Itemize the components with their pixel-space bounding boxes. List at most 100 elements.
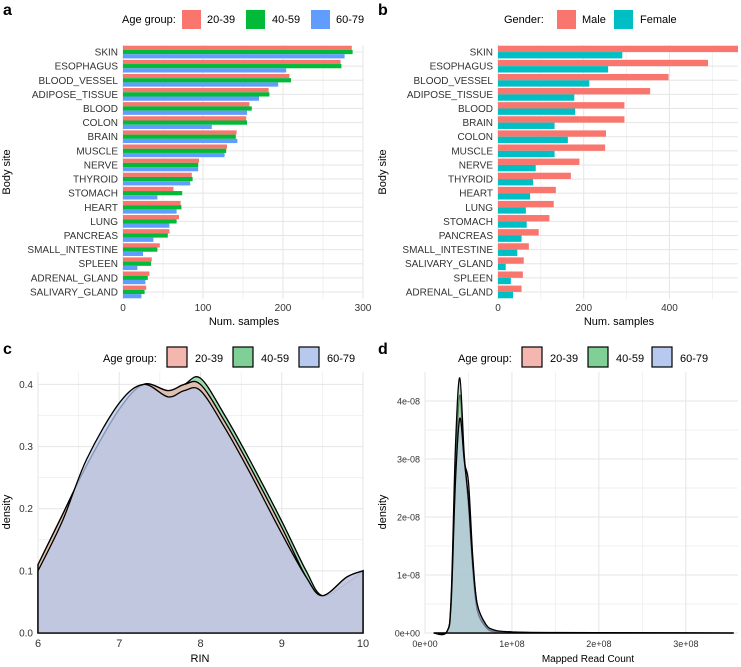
y-tick-label: ADRENAL_GLAND (31, 273, 118, 284)
y-tick-label: HEART (459, 189, 493, 200)
ylabel-a: Body site (1, 149, 13, 194)
bar (498, 257, 524, 264)
bar (123, 215, 179, 220)
legend-label: 60-79 (680, 353, 708, 365)
bar (123, 294, 142, 299)
y-tick-label: 2e-08 (397, 513, 420, 523)
bar (123, 78, 291, 83)
y-tick-label: 1e-08 (397, 571, 420, 581)
legend-a: Age group: 20-39 40-59 60-79 (122, 10, 364, 29)
x-tick-label: 8 (197, 638, 203, 650)
bar (123, 138, 238, 144)
legend-title: Gender: (504, 14, 544, 26)
legend-label: Male (582, 14, 606, 26)
y-tick-label: SALIVARY_GLAND (405, 259, 493, 270)
y-tick-label: 0.1 (19, 566, 33, 577)
bar (123, 271, 150, 276)
legend-label: 20-39 (207, 14, 235, 26)
bar (123, 251, 143, 256)
legend-label: Female (640, 14, 677, 26)
bar (123, 134, 236, 139)
xlabel-d: Mapped Read Count (542, 654, 635, 665)
legend-swatch-40-59 (246, 10, 265, 29)
bar (123, 49, 353, 55)
y-tick-label: LUNG (90, 217, 118, 228)
y-tick-label: BLOOD_VESSEL (414, 76, 494, 87)
bar (123, 289, 145, 295)
bar (498, 158, 580, 165)
bar (123, 247, 158, 252)
plot-a: 0 100 200 300 SKIN ESOPHAGUS BLOOD_VESSEL ADIPO… (27, 45, 372, 314)
bar (123, 73, 290, 79)
y-tick-label: HEART (84, 203, 118, 214)
x-tick-label: 6 (35, 638, 41, 650)
bar (123, 195, 158, 200)
y-tick-label: COLON (457, 132, 493, 143)
panel-letter-b: b (378, 2, 388, 19)
bar (498, 136, 568, 144)
bar (498, 59, 708, 67)
bar (123, 158, 199, 163)
y-tick-label: BRAIN (87, 132, 118, 143)
bar (123, 116, 247, 121)
y-tick-label: MUSCLE (76, 146, 118, 157)
x-tick-label: 100 (195, 303, 212, 314)
bar (498, 122, 555, 129)
x-tick-label: 200 (575, 303, 592, 314)
x-tick-label: 0 (495, 303, 501, 314)
bar (123, 257, 152, 262)
legend-label: 40-59 (261, 353, 289, 365)
x-tick-label: 400 (661, 303, 678, 314)
xlabel-a: Num. samples (209, 316, 280, 328)
legend-title: Age group: (122, 14, 176, 26)
y-tick-label: THYROID (73, 175, 118, 186)
bar (498, 249, 518, 256)
bar (498, 102, 625, 109)
bar (123, 261, 151, 266)
bar (123, 88, 269, 93)
legend-title: Age group: (458, 353, 512, 365)
y-tick-label: MUSCLE (451, 146, 493, 157)
x-tick-label: 7 (116, 638, 122, 650)
y-tick-label: SKIN (95, 48, 118, 59)
bar (498, 271, 523, 278)
density-area-60-79 (433, 417, 734, 635)
ylabel-d: density (377, 494, 389, 529)
y-tick-label: 0.4 (19, 380, 33, 391)
bar (123, 59, 341, 65)
legend-label: 20-39 (195, 353, 223, 365)
bar (123, 64, 342, 69)
bar (498, 150, 555, 158)
bar (123, 54, 345, 59)
bar (498, 285, 522, 292)
bar (498, 52, 623, 59)
bar (123, 237, 154, 242)
bar (498, 235, 522, 242)
bar (498, 221, 527, 228)
y-tick-label: LUNG (465, 203, 493, 214)
bar (123, 219, 177, 224)
y-tick-label: 0.0 (19, 629, 33, 640)
legend-swatch-60-79 (311, 10, 330, 29)
bar (498, 45, 738, 53)
legend-label: 60-79 (336, 14, 364, 26)
bar (498, 94, 575, 101)
bar (498, 291, 513, 299)
legend-b: Gender: Male Female (504, 10, 677, 29)
legend-d: Age group: 20-39 40-59 60-79 (458, 346, 708, 368)
bar (123, 200, 181, 206)
bar (123, 96, 259, 101)
bar (498, 108, 576, 115)
y-tick-label: SKIN (470, 48, 493, 59)
bar (123, 45, 352, 50)
bar (498, 200, 554, 208)
y-tick-label: SALIVARY_GLAND (30, 287, 118, 298)
ylabel-c: density (1, 494, 13, 529)
plot-c: 6 7 8 9 10 0.0 0.1 0.2 0.3 0.4 (19, 372, 369, 650)
y-tick-label: SMALL_INTESTINE (402, 245, 493, 256)
y-tick-label: PANCREAS (439, 231, 494, 242)
density-area-60-79 (37, 383, 364, 634)
bar (123, 172, 192, 177)
panel-letter-a: a (3, 2, 12, 19)
ylabel-b: Body site (377, 149, 389, 194)
